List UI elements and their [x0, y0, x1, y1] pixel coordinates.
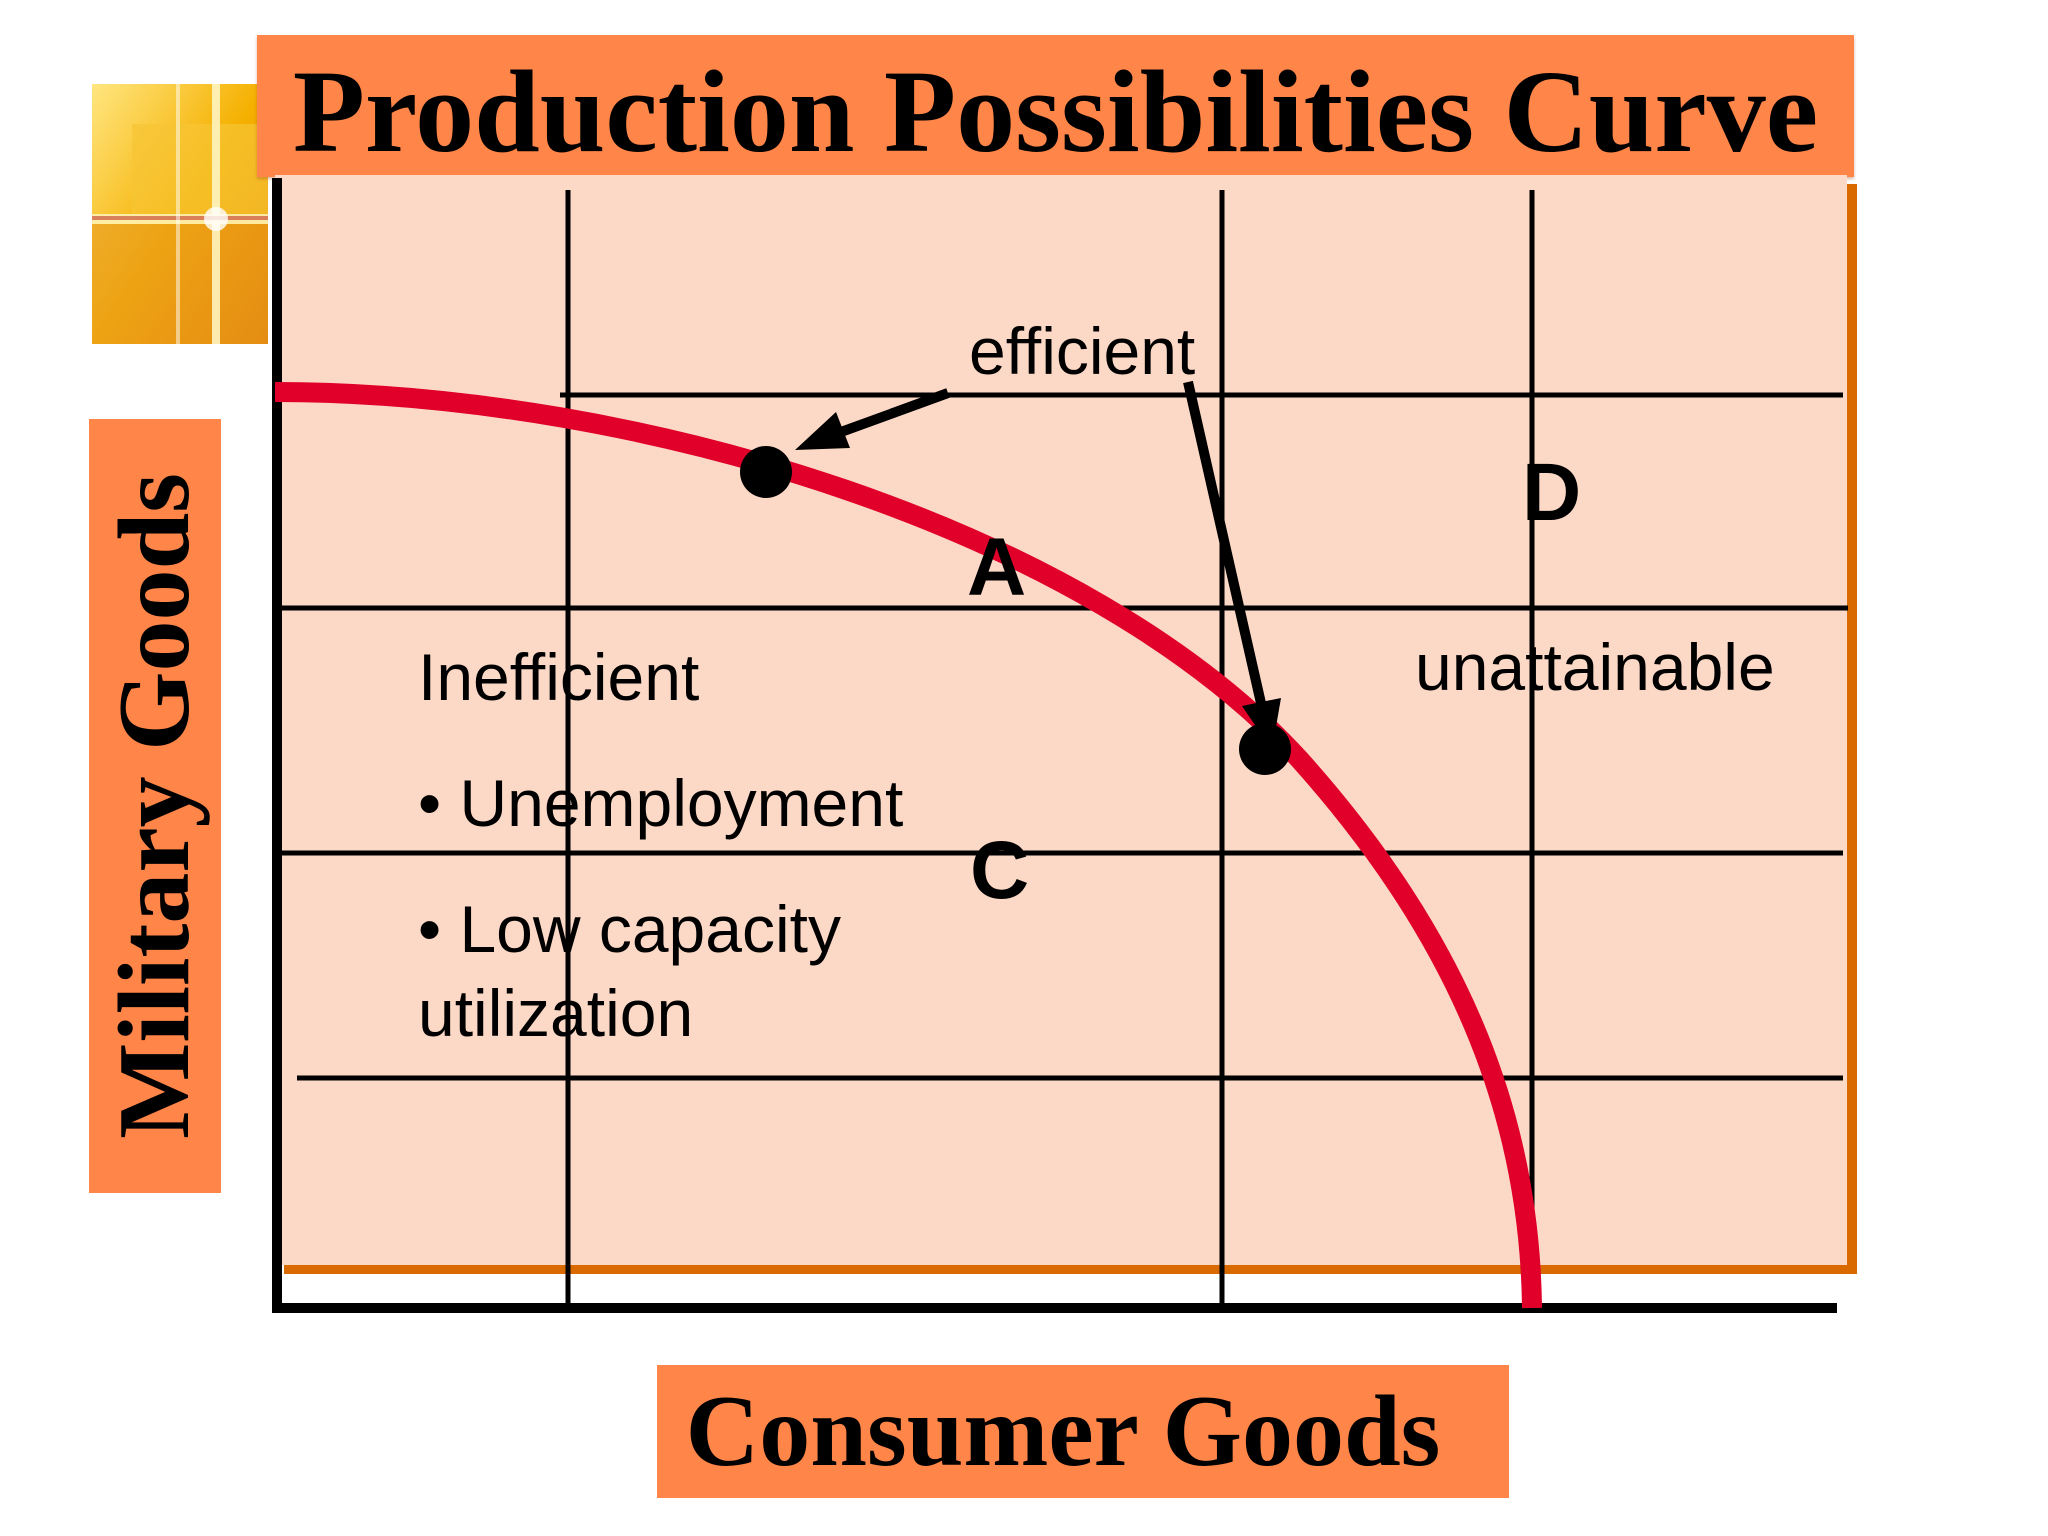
point-c-label: C	[970, 825, 1030, 916]
plot-area	[275, 175, 1847, 1265]
unemployment-bullet: • Unemployment	[418, 766, 904, 840]
cross-logo-icon	[92, 84, 268, 344]
efficient-point-1	[740, 446, 792, 498]
y-axis-label: Military Goods	[98, 473, 211, 1139]
x-axis-label-box: Consumer Goods	[657, 1365, 1509, 1498]
x-axis-label: Consumer Goods	[685, 1375, 1441, 1488]
utilization-text: utilization	[418, 976, 694, 1050]
y-axis-label-box: Military Goods	[89, 419, 221, 1193]
low-capacity-bullet: • Low capacity	[418, 892, 841, 966]
ppc-curve	[274, 382, 1542, 1309]
arrow-to-point-2	[1183, 380, 1281, 750]
point-a-label: A	[967, 522, 1027, 613]
title-banner: Production Possibilities Curve	[257, 35, 1854, 177]
efficient-point-2	[1239, 723, 1291, 775]
arrow-to-point-1	[795, 388, 950, 450]
efficient-label: efficient	[969, 314, 1196, 388]
grid-horizontal	[280, 392, 1848, 1081]
unattainable-label: unattainable	[1415, 630, 1775, 704]
grid-vertical	[565, 190, 1535, 1305]
chart-title: Production Possibilities Curve	[292, 46, 1819, 177]
point-d-label: D	[1522, 447, 1582, 538]
inefficient-label: Inefficient	[418, 640, 700, 714]
